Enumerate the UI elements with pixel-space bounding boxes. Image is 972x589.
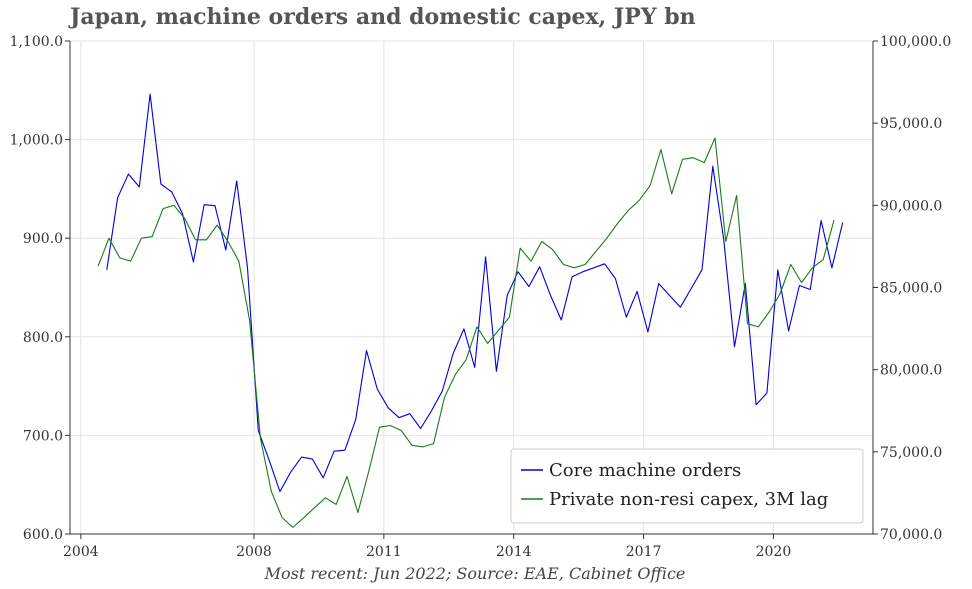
y-left-tick-label: 1,100.0	[10, 34, 63, 50]
x-tick-label: 2004	[63, 544, 99, 560]
legend-box	[510, 448, 864, 524]
y-right-tick-label: 85,000.0	[880, 281, 942, 297]
axes: 600.0 700.0 800.0 900.0 1,000.0 1,100.0 70,000…	[10, 34, 952, 560]
y-right-tick-label: 100,000.0	[880, 34, 951, 50]
series-lines	[97, 93, 844, 528]
y-left-tick-label: 1,000.0	[10, 133, 63, 149]
x-tick-label: 2008	[236, 544, 272, 560]
y-right-tick-label: 90,000.0	[880, 198, 942, 214]
y-right-tick-label: 80,000.0	[880, 363, 942, 379]
x-tick-label: 2014	[496, 544, 532, 560]
x-tick-label: 2011	[366, 544, 402, 560]
y-left-tick-label: 700.0	[23, 428, 63, 444]
legend: Core machine orders Private non-resi cape…	[510, 448, 864, 524]
legend-label-1: Core machine orders	[549, 460, 741, 481]
legend-label-2: Private non-resi capex, 3M lag	[549, 489, 828, 510]
chart-title: Japan, machine orders and domestic capex…	[70, 4, 696, 30]
y-left-tick-label: 900.0	[23, 231, 63, 247]
y-left-tick-label: 600.0	[23, 527, 63, 543]
y-right-tick-label: 95,000.0	[880, 116, 942, 132]
y-left-tick-label: 800.0	[23, 330, 63, 346]
x-tick-label: 2017	[626, 544, 662, 560]
source-footnote: Most recent: Jun 2022; Source: EAE, Cabi…	[264, 564, 686, 583]
y-right-tick-label: 75,000.0	[880, 445, 942, 461]
series-line-2	[97, 137, 835, 528]
series-line-1	[106, 93, 844, 493]
y-right-tick-label: 70,000.0	[880, 527, 942, 543]
x-tick-label: 2020	[756, 544, 792, 560]
